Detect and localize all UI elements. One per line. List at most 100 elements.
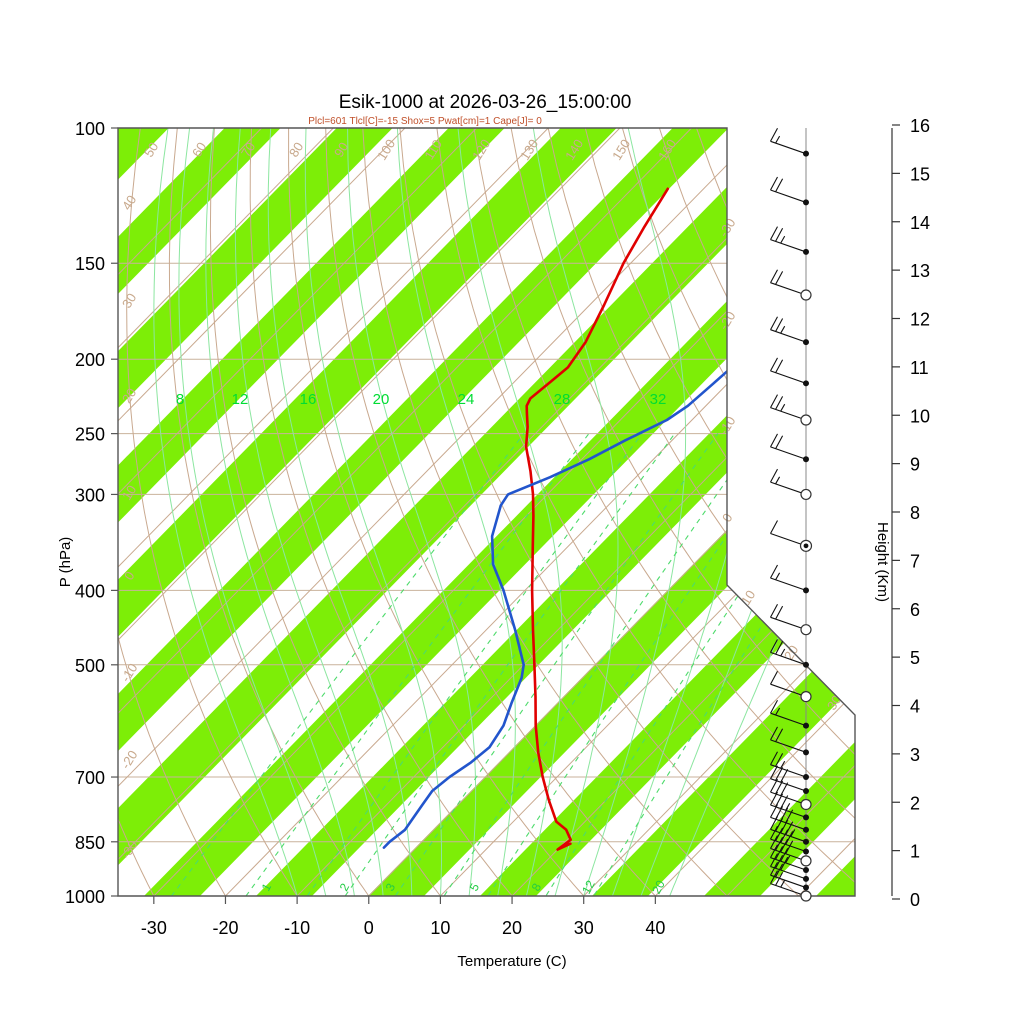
- barb-full: [770, 844, 778, 858]
- wind-level-dot: [803, 380, 809, 387]
- isotherm: [118, 128, 764, 896]
- wind-barb: [770, 670, 807, 698]
- temperature-trace: [524, 187, 670, 851]
- plot-interior: [118, 128, 855, 896]
- wind-barb: [770, 226, 807, 253]
- wind-level-dot: [803, 774, 809, 781]
- barb-shaft: [770, 140, 807, 155]
- isotherm: [118, 128, 406, 896]
- barb-full: [770, 357, 778, 372]
- temperature-axis: -30 -20 -10 0 10 20 30 40: [141, 896, 665, 938]
- wind-level-dot: [803, 722, 809, 729]
- temperature-tick-label: -30: [141, 918, 167, 938]
- barb-full: [780, 856, 789, 871]
- barb-shaft: [770, 739, 807, 753]
- dry-adiabat: [473, 128, 855, 896]
- wind-level-dot: [803, 826, 809, 833]
- height-axis-title: Height (Km): [874, 522, 891, 602]
- moist-adiabat: [153, 128, 298, 896]
- chart-label: 60: [189, 140, 209, 160]
- isotherm: [296, 128, 855, 896]
- wind-barb: [770, 316, 807, 343]
- barb-full: [770, 520, 778, 534]
- barb-shaft: [770, 791, 807, 805]
- barb-full: [770, 468, 778, 483]
- barb-full: [770, 751, 778, 765]
- wind-level-dot: [803, 875, 809, 882]
- barb-full: [770, 316, 778, 330]
- wind-barb: [770, 765, 807, 792]
- pressure-tick-label: 300: [75, 485, 105, 505]
- wind-level-circle: [800, 414, 812, 426]
- barb-full: [775, 846, 784, 860]
- barb-shaft: [770, 532, 807, 547]
- barb-full: [780, 847, 789, 862]
- moist-band: [592, 128, 855, 896]
- dry-adiabat: [362, 128, 728, 896]
- barb-full: [775, 728, 784, 742]
- barb-shaft: [770, 804, 807, 818]
- pressure-tick-label: 250: [75, 425, 105, 445]
- chart-label: 16: [300, 391, 317, 408]
- barb-full: [785, 840, 794, 855]
- wind-barb: [770, 844, 807, 871]
- barb-shaft: [770, 370, 807, 384]
- barb-shaft: [770, 189, 807, 203]
- temperature-axis-title: Temperature (C): [457, 953, 566, 970]
- barb-shaft: [770, 239, 807, 253]
- barb-half: [775, 707, 781, 716]
- isotherm: [118, 128, 262, 896]
- mixing-ratio-line: [384, 433, 719, 896]
- barb-full: [780, 768, 789, 783]
- chart-label: 12: [579, 878, 598, 897]
- wind-barb-panel: [770, 128, 813, 902]
- barb-shaft: [770, 683, 807, 698]
- wind-barb: [770, 394, 807, 421]
- wind-level-circle: [800, 690, 812, 703]
- temperature-tick-label: 30: [574, 918, 594, 938]
- barb-full: [770, 394, 778, 408]
- moist-adiabat: [347, 128, 477, 896]
- barb-full: [770, 226, 778, 240]
- height-tick-label: 14: [910, 213, 930, 233]
- barb-shaft: [770, 329, 807, 343]
- barb-full: [775, 836, 784, 851]
- height-tick-label: 5: [910, 648, 920, 668]
- barb-full: [775, 178, 784, 193]
- barb-shaft: [770, 816, 807, 831]
- moist-band: [118, 128, 729, 896]
- barb-full: [780, 838, 789, 853]
- chart-label: 8: [176, 391, 184, 408]
- height-tick-label: 2: [910, 793, 920, 813]
- isotherm: [118, 128, 549, 896]
- height-tick-label: 7: [910, 551, 920, 571]
- barb-shaft: [770, 778, 807, 792]
- isotherm: [118, 128, 621, 896]
- isotherm: [118, 128, 692, 896]
- barb-shaft: [770, 865, 807, 880]
- wind-barb: [770, 604, 807, 631]
- pressure-axis: 100 150 200 250 300 400 500 700 850 1000: [65, 119, 118, 907]
- temperature-tick-label: -10: [284, 918, 310, 938]
- barb-half: [775, 135, 781, 144]
- barb-full: [770, 699, 778, 714]
- mixing-ratio-line: [432, 433, 760, 896]
- barb-full: [775, 767, 784, 781]
- height-tick-label: 9: [910, 455, 920, 475]
- chart-label: 10: [738, 588, 758, 608]
- mixing-ratio-line: [477, 433, 798, 896]
- barb-full: [775, 271, 784, 285]
- moist-adiabat: [178, 128, 327, 896]
- barb-shaft: [770, 883, 807, 897]
- barb-shaft: [770, 847, 807, 862]
- barb-full: [775, 640, 784, 655]
- chart-label: 10: [119, 483, 139, 503]
- moist-adiabat: [205, 128, 355, 896]
- wind-barb: [770, 128, 807, 155]
- chart-label: 20: [649, 878, 668, 897]
- height-tick-label: 13: [910, 261, 930, 281]
- pressure-axis-title: P (hPa): [57, 537, 74, 588]
